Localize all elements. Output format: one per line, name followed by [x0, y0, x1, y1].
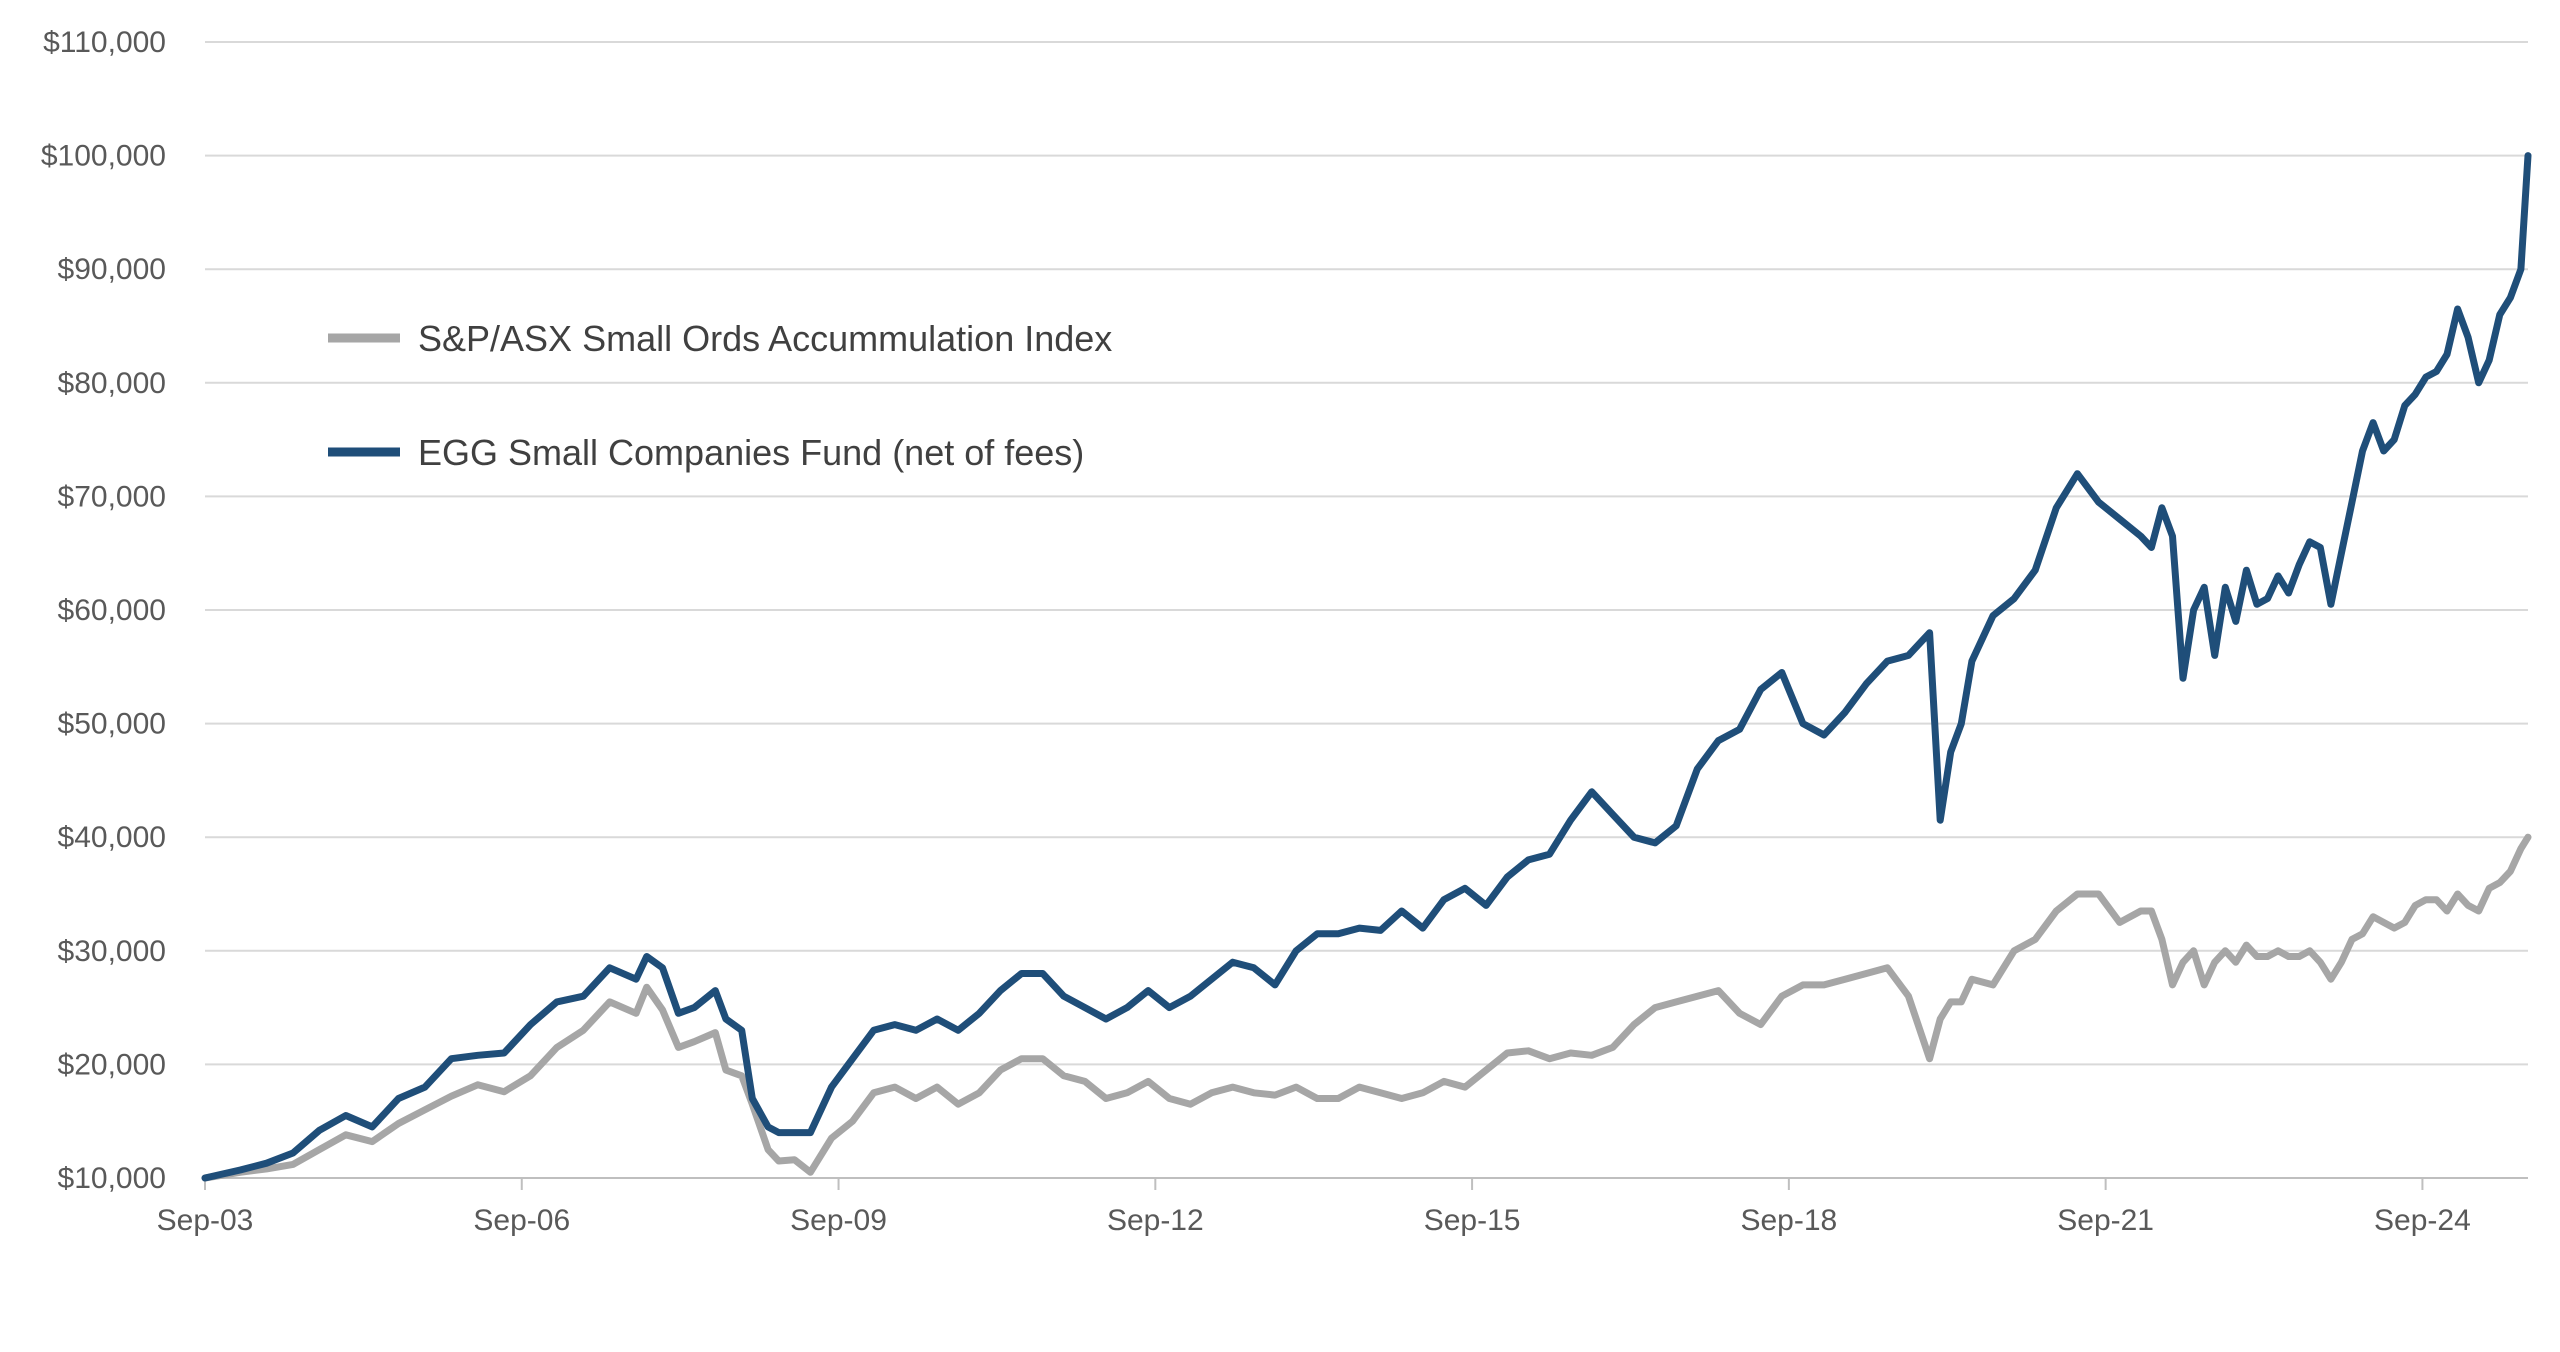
x-tick-label: Sep-03 — [157, 1204, 254, 1237]
legend-label-egg-fund: EGG Small Companies Fund (net of fees) — [418, 432, 1084, 473]
x-tick-label: Sep-12 — [1107, 1204, 1204, 1237]
x-tick-label: Sep-18 — [1740, 1204, 1837, 1237]
x-tick-label: Sep-09 — [790, 1204, 887, 1237]
y-tick-label: $60,000 — [58, 594, 166, 627]
legend: S&P/ASX Small Ords Accummulation Index E… — [328, 318, 1112, 473]
series-egg-small-companies-fund-line — [201, 152, 2532, 1182]
x-axis — [204, 1177, 2528, 1190]
y-tick-label: $100,000 — [41, 140, 166, 173]
y-tick-label: $10,000 — [58, 1162, 166, 1195]
x-tick-label: Sep-21 — [2057, 1204, 2154, 1237]
y-tick-label: $70,000 — [58, 480, 166, 513]
x-axis-tick-labels: Sep-03 Sep-06 Sep-09 Sep-12 Sep-15 Sep-18 Sep-… — [157, 1204, 2471, 1237]
y-tick-label: $40,000 — [58, 821, 166, 854]
y-tick-label: $30,000 — [58, 935, 166, 968]
y-tick-label: $80,000 — [58, 367, 166, 400]
y-tick-label: $50,000 — [58, 708, 166, 741]
legend-label-small-ords: S&P/ASX Small Ords Accummulation Index — [418, 318, 1112, 359]
gridlines — [205, 41, 2528, 1066]
x-tick-label: Sep-24 — [2374, 1204, 2471, 1237]
x-tick-label: Sep-06 — [473, 1204, 570, 1237]
series-small-ords-index-line — [201, 833, 2532, 1182]
series-lines — [201, 152, 2532, 1182]
y-tick-label: $90,000 — [58, 253, 166, 286]
y-tick-label: $110,000 — [43, 26, 166, 59]
y-tick-label: $20,000 — [58, 1048, 166, 1081]
x-tick-label: Sep-15 — [1424, 1204, 1521, 1237]
y-axis-tick-labels: $10,000 $20,000 $30,000 $40,000 $50,000 $60,0… — [41, 26, 166, 1195]
